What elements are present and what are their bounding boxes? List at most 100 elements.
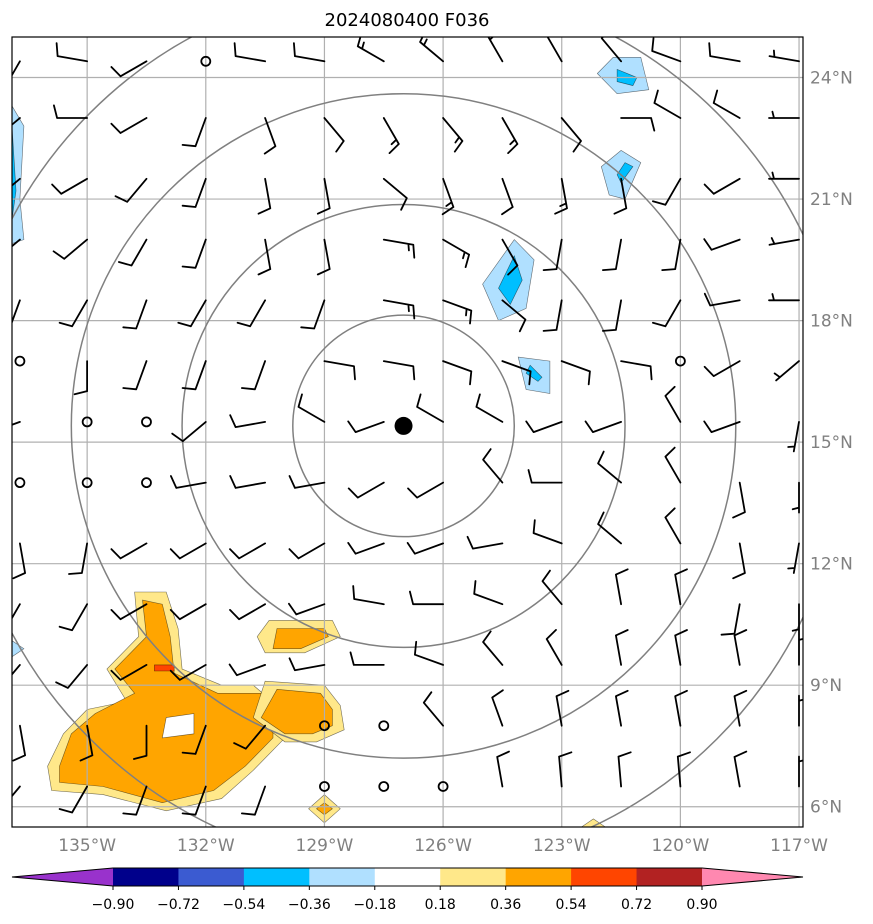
wind-barb	[181, 177, 207, 208]
wind-barb	[703, 177, 741, 195]
wind-barb	[352, 585, 385, 606]
range-ring	[292, 314, 516, 538]
negative-contour-8	[12, 105, 25, 244]
wind-barb	[323, 360, 356, 381]
wind-barb	[169, 603, 207, 621]
colorbar-segment	[636, 868, 703, 886]
wind-barb	[442, 360, 473, 386]
wind-barb	[356, 37, 385, 63]
wind-barb	[733, 629, 748, 666]
positive-contour-6	[154, 664, 175, 672]
wind-barb	[703, 292, 741, 307]
wind-barb	[773, 360, 800, 382]
latitude-label: 21°N	[810, 190, 853, 210]
wind-barb	[347, 542, 385, 555]
wind-barb	[532, 519, 563, 545]
colorbar-tick-label: −0.72	[157, 897, 200, 913]
wind-barb	[12, 542, 26, 580]
wind-barb	[708, 42, 741, 63]
wind-barb	[382, 299, 416, 320]
wind-barb	[501, 299, 527, 333]
wind-barb	[316, 177, 331, 215]
calm-wind-marker	[319, 781, 330, 792]
wind-barb	[55, 664, 88, 689]
colorbar-extend-high	[702, 868, 803, 886]
colorbar-segment	[309, 868, 376, 886]
latitude-labels: 24°N 21°N 18°N 15°N 12°N 9°N 6°N	[810, 69, 853, 818]
wind-barb	[58, 603, 88, 632]
wind-barb	[257, 238, 272, 276]
wind-barb	[768, 171, 800, 180]
wind-barb	[615, 629, 629, 666]
wind-barb	[652, 177, 682, 206]
wind-barb	[732, 481, 746, 519]
wind-barb	[546, 37, 563, 63]
wind-barb	[545, 629, 563, 666]
wind-barb	[122, 360, 148, 391]
colorbar-tick-label: −0.18	[353, 897, 396, 913]
latitude-label: 15°N	[810, 433, 853, 453]
wind-barb	[768, 110, 800, 119]
wind-barb	[442, 117, 464, 153]
calm-wind-marker	[319, 720, 330, 732]
wind-barb	[798, 634, 803, 666]
calm-wind-marker	[674, 355, 686, 367]
wind-barb	[560, 360, 591, 386]
wind-barb	[674, 629, 688, 666]
wind-barb	[419, 37, 444, 63]
wind-barb	[12, 785, 21, 798]
wind-barb	[664, 446, 682, 484]
colorbar-segment	[571, 868, 638, 886]
map-frame	[11, 36, 804, 828]
wind-barb	[597, 450, 622, 484]
wind-barb	[52, 238, 88, 260]
wind-barb	[110, 117, 148, 134]
wind-barb	[475, 393, 504, 423]
wind-barb	[181, 785, 207, 816]
wind-barb	[118, 238, 148, 267]
wind-barb	[653, 89, 682, 119]
wind-barb	[229, 414, 266, 428]
wind-barb	[73, 360, 88, 396]
wind-barb	[347, 481, 385, 499]
wind-barb	[297, 393, 326, 423]
wind-barb	[542, 299, 563, 332]
wind-barb	[787, 421, 800, 453]
wind-barb	[406, 542, 444, 555]
wind-barb	[554, 177, 568, 215]
wind-barb	[501, 177, 514, 216]
wind-barb	[482, 630, 504, 666]
wind-barb	[558, 751, 573, 788]
wind-barb	[241, 360, 266, 391]
wind-barb	[620, 360, 653, 381]
wind-barb	[241, 785, 266, 816]
longitude-labels: 135°W 132°W 129°W 126°W 123°W 120°W 117°W	[58, 836, 828, 856]
wind-barb	[288, 657, 326, 672]
wind-barb	[541, 569, 563, 606]
wind-barb	[110, 603, 148, 621]
wind-barb	[525, 420, 563, 433]
latitude-label: 12°N	[810, 555, 853, 575]
wind-barb	[382, 360, 416, 381]
wind-barb	[482, 448, 504, 484]
wind-barb	[703, 420, 741, 433]
latitude-label: 6°N	[810, 798, 842, 818]
wind-barb	[409, 590, 444, 606]
wind-barb	[491, 689, 504, 727]
calm-wind-marker	[81, 477, 93, 489]
figure-title: 2024080400 F036	[325, 10, 490, 31]
wind-barb	[288, 475, 326, 489]
wind-barb	[51, 177, 88, 195]
wind-barb	[382, 238, 416, 259]
wind-barb	[768, 49, 800, 63]
colorbar-tick-label: −0.90	[92, 897, 135, 913]
colorbar-segment	[440, 868, 507, 886]
wind-barb	[652, 299, 682, 328]
wind-barb	[55, 42, 88, 63]
wind-barb	[12, 724, 26, 762]
calm-wind-marker	[200, 55, 212, 67]
wind-barb	[170, 475, 207, 489]
wind-barb	[181, 724, 207, 755]
wind-barb	[733, 689, 748, 727]
